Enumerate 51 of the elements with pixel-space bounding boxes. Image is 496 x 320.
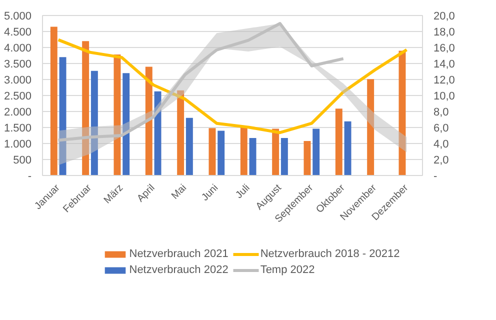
- y2-tick-label: 4,0: [434, 138, 449, 150]
- y2-tick-label: -: [434, 170, 438, 182]
- y2-tick-label: 12,0: [434, 74, 455, 86]
- y2-tick-label: 8,0: [434, 106, 449, 118]
- y2-tick-label: 20,0: [434, 10, 455, 22]
- x-tick-label: Juni: [200, 182, 221, 204]
- legend-label: Temp 2022: [260, 264, 315, 276]
- y-tick-label: 3.500: [4, 58, 32, 70]
- y2-tick-label: 16,0: [434, 42, 455, 54]
- bar: [145, 66, 152, 176]
- y-tick-label: 4.000: [4, 42, 32, 54]
- bar: [59, 57, 66, 176]
- y-tick-label: 2.500: [4, 90, 32, 102]
- y-tick-label: 3.000: [4, 74, 32, 86]
- bar: [186, 118, 193, 176]
- y-tick-label: 500: [13, 154, 32, 166]
- y-tick-label: 4.500: [4, 26, 32, 38]
- bar: [249, 138, 256, 176]
- bar: [240, 128, 248, 176]
- y2-tick-label: 2,0: [434, 154, 449, 166]
- y-tick-label: 2.000: [4, 106, 32, 118]
- bar: [312, 128, 320, 176]
- bar: [335, 108, 342, 176]
- bar: [280, 138, 288, 176]
- y2-tick-label: 10,0: [434, 90, 455, 102]
- x-tick-label: Mai: [170, 182, 189, 202]
- bar: [367, 79, 374, 176]
- bar: [154, 91, 162, 176]
- bar: [82, 41, 90, 176]
- bar: [398, 50, 406, 176]
- y-tick-label: 5.000: [4, 10, 32, 22]
- x-tick-label: Juli: [234, 182, 252, 201]
- y-tick-label: 1.500: [4, 122, 32, 134]
- legend-label: Netzverbrauch 2018 - 20212: [260, 248, 400, 260]
- bar: [177, 90, 184, 176]
- y-tick-label: 1.000: [4, 138, 32, 150]
- bar: [272, 128, 280, 176]
- bar: [90, 70, 98, 176]
- y2-tick-label: 14,0: [434, 58, 455, 70]
- bar: [344, 121, 352, 176]
- legend-label: Netzverbrauch 2021: [129, 248, 228, 260]
- bar: [122, 73, 130, 176]
- bar: [304, 140, 311, 176]
- line-series: [56, 38, 408, 134]
- legend-label: Netzverbrauch 2022: [129, 264, 228, 276]
- bar: [218, 130, 225, 176]
- y2-tick-label: 6,0: [434, 122, 449, 134]
- bar: [50, 26, 58, 176]
- y2-tick-label: 18,0: [434, 26, 455, 38]
- bar: [208, 128, 216, 176]
- y-tick-label: -: [28, 170, 32, 182]
